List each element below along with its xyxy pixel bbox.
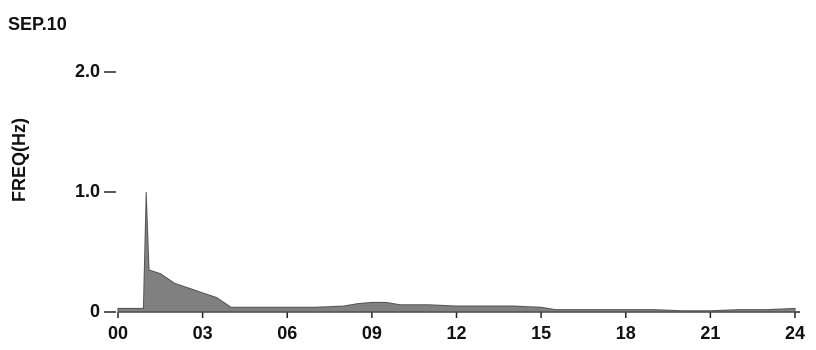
x-tick-label: 15 bbox=[531, 323, 551, 343]
y-tick-label: 0 bbox=[90, 301, 100, 321]
x-tick-label: 18 bbox=[616, 323, 636, 343]
x-tick-label: 06 bbox=[277, 323, 297, 343]
area bbox=[117, 191, 796, 313]
y-axis-label: FREQ(Hz) bbox=[9, 118, 29, 202]
x-tick-label: 03 bbox=[193, 323, 213, 343]
y-tick-label: 1.0 bbox=[75, 181, 100, 201]
x-tick-label: 09 bbox=[362, 323, 382, 343]
x-tick-label: 12 bbox=[446, 323, 466, 343]
x-tick-label: 00 bbox=[108, 323, 128, 343]
chart-title: SEP.10 bbox=[8, 14, 67, 34]
x-tick-label: 21 bbox=[700, 323, 720, 343]
x-tick-label: 24 bbox=[785, 323, 805, 343]
y-tick-label: 2.0 bbox=[75, 61, 100, 81]
